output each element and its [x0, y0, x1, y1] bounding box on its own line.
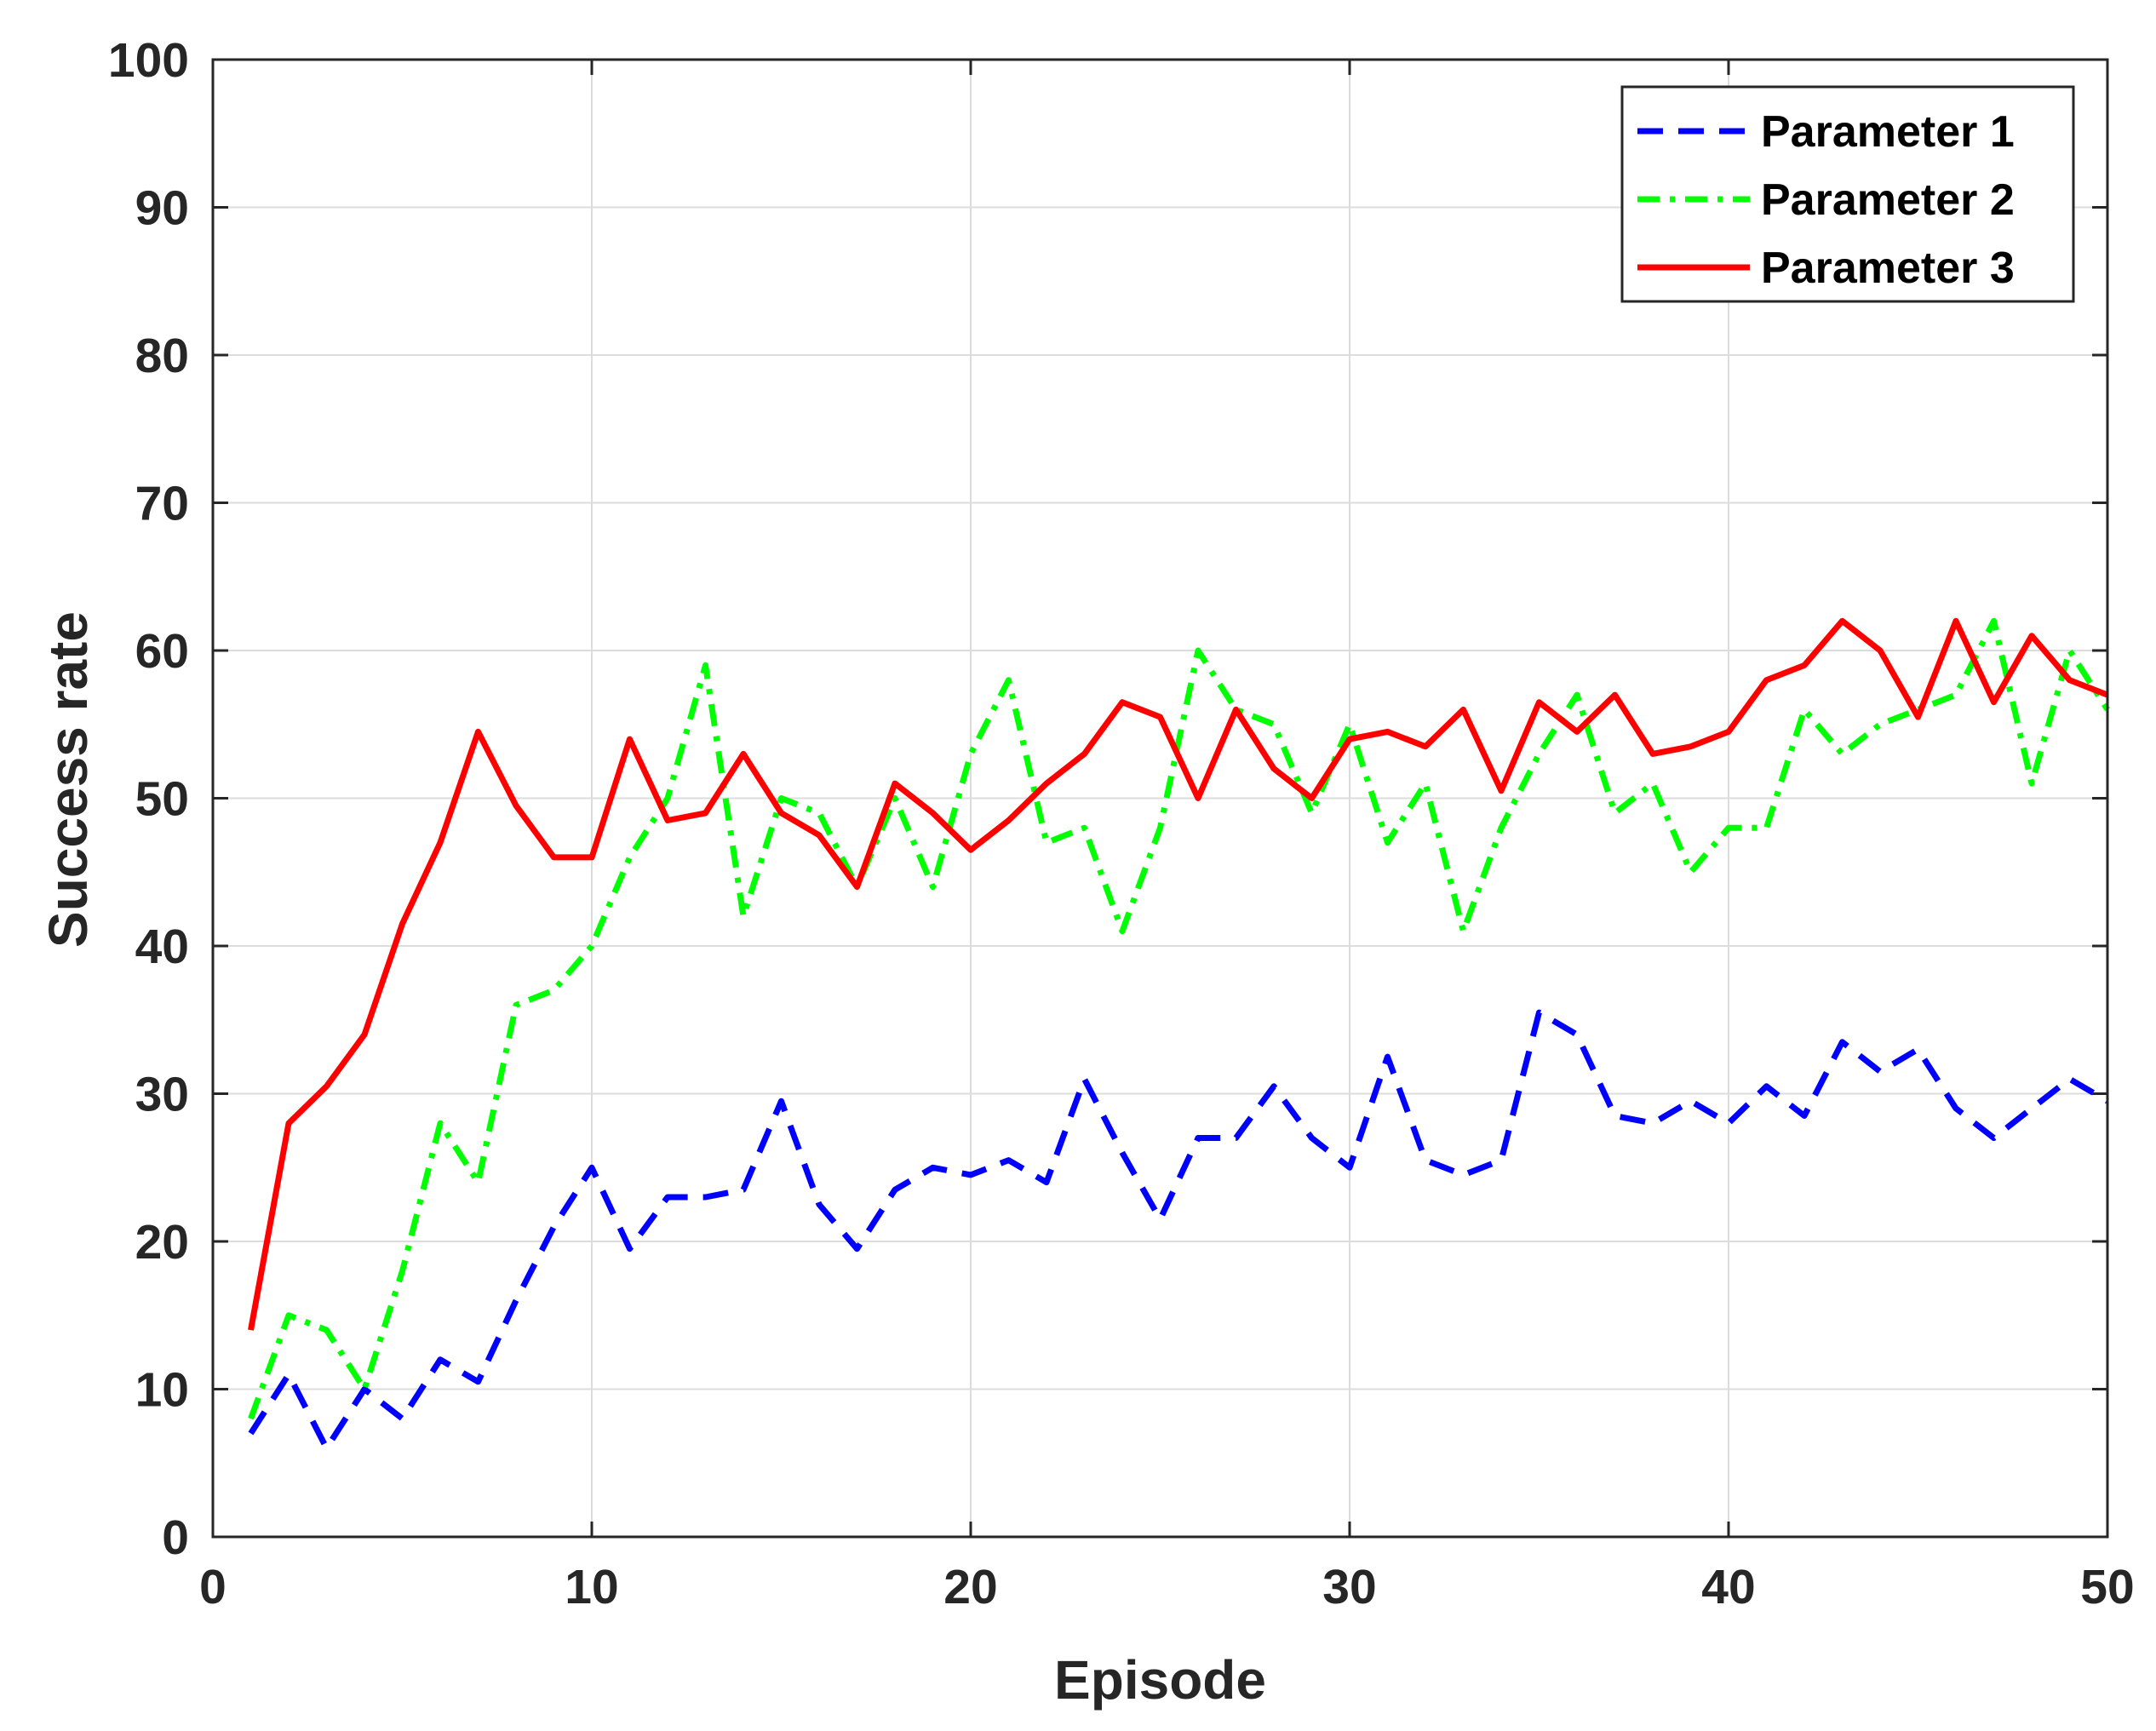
axis-ticks: 0 10 20 30 40 50 0 10 20 30 40 50 60 70 80 90 100: [108, 33, 2135, 1614]
x-tick-label: 40: [1701, 1560, 1755, 1614]
series-lines: [248, 617, 2110, 1452]
y-tick-label: 90: [135, 181, 189, 236]
x-tick-label: 20: [943, 1560, 997, 1614]
y-tick-label: 40: [135, 920, 189, 974]
legend-entry: Parameter 1: [1637, 107, 2015, 157]
legend-label: Parameter 3: [1761, 244, 2015, 293]
y-tick-label: 100: [108, 33, 189, 88]
legend: Parameter 1 Parameter 2 Parameter 3: [1620, 85, 2075, 303]
x-tick-label: 0: [199, 1560, 226, 1614]
x-tick-label: 10: [565, 1560, 618, 1614]
x-tick-label: 50: [2080, 1560, 2134, 1614]
y-tick-label: 50: [135, 772, 189, 827]
legend-entry: Parameter 3: [1637, 244, 2015, 293]
legend-label: Parameter 1: [1761, 107, 2015, 157]
y-tick-label: 10: [135, 1363, 189, 1418]
y-tick-label: 60: [135, 624, 189, 679]
y-tick-label: 0: [162, 1510, 189, 1565]
legend-label: Parameter 2: [1761, 175, 2015, 225]
x-axis-label: Episode: [1054, 1649, 1266, 1711]
series-line-3: [248, 617, 2109, 1331]
y-tick-label: 80: [135, 329, 189, 383]
y-tick-label: 20: [135, 1215, 189, 1270]
series-line-1: [248, 1009, 2109, 1452]
y-tick-label: 30: [135, 1068, 189, 1122]
legend-entry: Parameter 2: [1637, 175, 2015, 225]
y-tick-label: 70: [135, 477, 189, 531]
y-axis-label: Success rate: [37, 611, 99, 948]
series-line-2: [248, 617, 2110, 1420]
x-tick-label: 30: [1322, 1560, 1376, 1614]
